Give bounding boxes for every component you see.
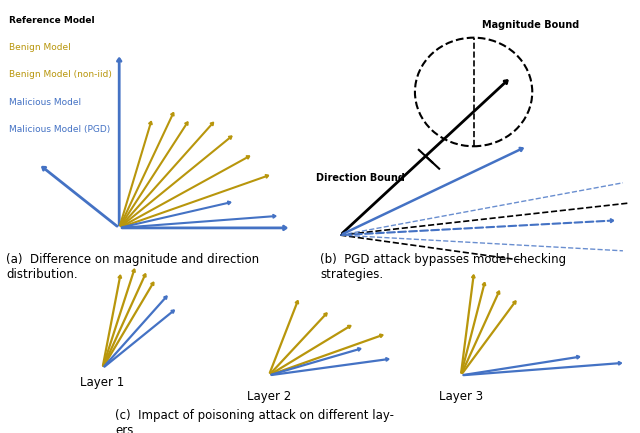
Text: Benign Model: Benign Model [9, 43, 71, 52]
Text: Malicious Model: Malicious Model [9, 98, 81, 107]
Text: Malicious Model (PGD): Malicious Model (PGD) [9, 125, 110, 134]
Text: Layer 1: Layer 1 [80, 376, 125, 389]
Text: (b)  PGD attack bypasses model checking
strategies.: (b) PGD attack bypasses model checking s… [320, 253, 566, 281]
Text: Benign Model (non-iid): Benign Model (non-iid) [9, 71, 112, 80]
Text: Layer 2: Layer 2 [246, 390, 291, 403]
Text: Layer 3: Layer 3 [439, 390, 483, 403]
Text: Direction Bound: Direction Bound [316, 173, 405, 183]
Text: Magnitude Bound: Magnitude Bound [482, 20, 579, 30]
Text: (c)  Impact of poisoning attack on different lay-
ers.: (c) Impact of poisoning attack on differ… [115, 409, 394, 433]
Text: Reference Model: Reference Model [9, 16, 95, 25]
Text: (a)  Difference on magnitude and direction
distribution.: (a) Difference on magnitude and directio… [6, 253, 260, 281]
